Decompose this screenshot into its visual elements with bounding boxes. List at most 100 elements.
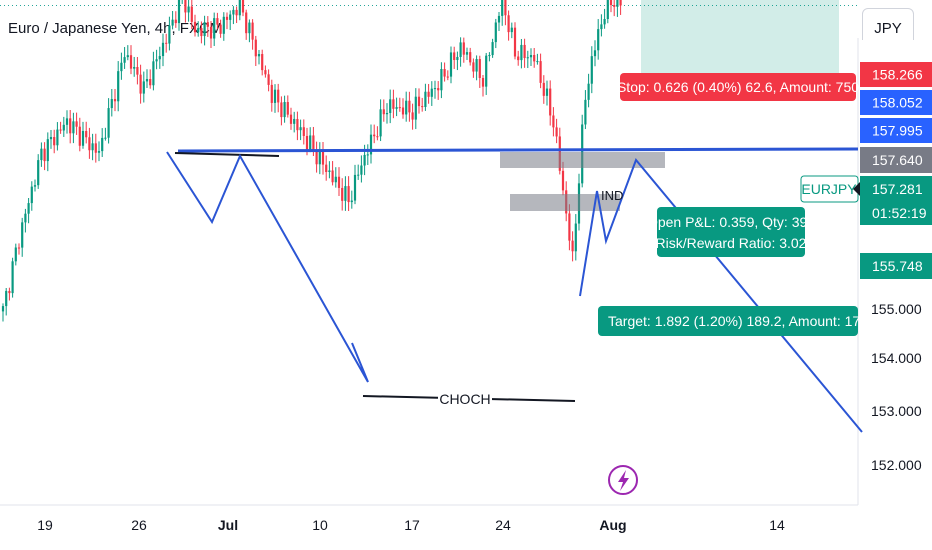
candle-body	[590, 56, 593, 84]
candle-body	[449, 52, 453, 77]
candle-body	[88, 137, 91, 151]
candle-body	[257, 54, 261, 57]
price-tag-bg	[860, 118, 932, 143]
candle-body	[209, 26, 213, 39]
candle-body	[190, 6, 193, 22]
candle-body	[373, 134, 376, 137]
candle-body	[408, 100, 411, 113]
candle-body	[184, 0, 187, 13]
candle-body	[456, 56, 459, 61]
candle-body	[81, 130, 85, 146]
candle-body	[459, 42, 462, 57]
ind-label: IND	[601, 188, 623, 203]
candle-body	[529, 54, 533, 58]
price-tag: 155.748	[872, 258, 923, 274]
candle-body	[85, 130, 88, 138]
candle-body	[273, 89, 277, 103]
stop-label: Stop: 0.626 (0.40%) 62.6, Amount: 750	[617, 79, 859, 95]
candle-body	[232, 9, 235, 15]
candle-body	[174, 19, 177, 24]
y-tick-label: 152.000	[871, 457, 922, 473]
candle-body	[337, 176, 341, 188]
candle-body	[222, 16, 225, 34]
candle-body	[462, 42, 465, 55]
x-tick-label: Jul	[218, 517, 238, 533]
candle-body	[14, 247, 17, 262]
candle-body	[158, 56, 161, 60]
candle-body	[5, 290, 8, 307]
candle-body	[469, 52, 472, 63]
candle-body	[411, 112, 414, 120]
candle-body	[225, 16, 229, 20]
candle-body	[536, 61, 539, 63]
candle-body	[353, 174, 357, 201]
candle-body	[571, 240, 574, 252]
candle-body	[520, 44, 523, 61]
target-label: Target: 1.892 (1.20%) 189.2, Amount: 175…	[608, 313, 888, 329]
candle-body	[216, 18, 219, 25]
candle-body	[139, 74, 142, 94]
candle-body	[43, 148, 46, 162]
candle-body	[302, 127, 305, 136]
candle-body	[280, 102, 283, 118]
candle-body	[53, 137, 56, 146]
candle-body	[123, 57, 126, 63]
x-tick-label: 14	[769, 517, 785, 533]
candle-body	[152, 61, 155, 86]
lightning-bolt-icon	[618, 470, 629, 491]
candle-body	[206, 22, 209, 27]
candle-body	[417, 96, 421, 107]
candle-body	[267, 74, 270, 85]
candle-body	[33, 185, 37, 187]
supply-zone	[500, 152, 665, 168]
candle-body	[78, 126, 81, 146]
candle-body	[334, 176, 337, 183]
candle-body	[11, 261, 14, 294]
candle-body	[315, 150, 318, 165]
candle-body	[437, 88, 440, 91]
candle-body	[59, 129, 62, 131]
candle-body	[389, 99, 392, 113]
x-tick-label: 24	[495, 517, 511, 533]
candle-body	[552, 115, 555, 128]
symbol-tag: EURJPY	[801, 181, 857, 197]
candle-body	[289, 114, 293, 124]
candle-body	[177, 0, 181, 24]
candle-body	[328, 170, 331, 172]
candle-body	[574, 223, 577, 252]
x-tick-label: Aug	[599, 517, 626, 533]
candle-body	[27, 203, 30, 214]
candle-body	[369, 134, 373, 155]
price-tag: 158.052	[872, 95, 923, 111]
candle-body	[523, 44, 526, 59]
ind-zone	[510, 194, 620, 211]
candle-body	[65, 118, 69, 125]
candle-body	[229, 14, 232, 20]
pnl-line1: Open P&L: 0.359, Qty: 399	[647, 214, 815, 230]
price-tag-bg	[860, 62, 932, 87]
candle-body	[421, 106, 424, 108]
candle-body	[133, 66, 136, 69]
price-tag-bg	[860, 147, 932, 173]
candle-body	[318, 150, 321, 165]
candle-body	[197, 28, 200, 33]
candle-body	[533, 54, 536, 62]
candle-body	[251, 22, 254, 40]
candle-body	[542, 82, 545, 96]
candle-body	[200, 28, 203, 37]
candle-body	[414, 96, 417, 120]
candle-body	[401, 107, 405, 115]
candle-body	[145, 79, 149, 82]
candle-body	[62, 124, 65, 131]
candle-body	[481, 77, 485, 87]
candle-body	[344, 186, 347, 201]
x-tick-label: 19	[37, 517, 53, 533]
candle-body	[325, 164, 328, 172]
pnl-box	[657, 207, 805, 257]
candle-body	[40, 148, 43, 161]
candle-body	[360, 165, 363, 175]
candle-body	[46, 139, 49, 162]
candle-body	[101, 137, 104, 152]
